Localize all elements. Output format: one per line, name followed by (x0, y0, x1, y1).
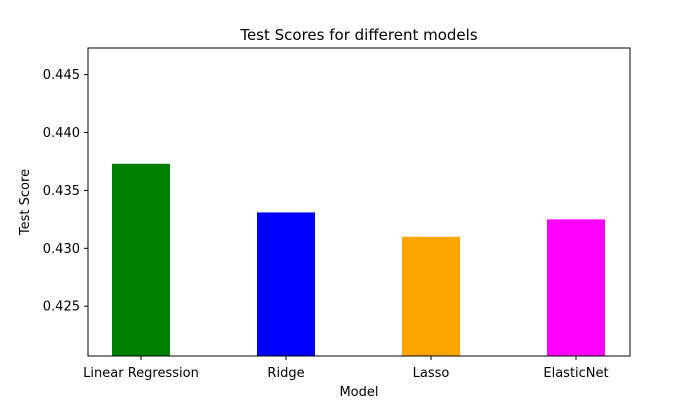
bar-elasticnet (547, 219, 605, 356)
y-axis-ticks: 0.425 0.430 0.435 0.440 0.445 (43, 68, 88, 315)
x-tick-label: Ridge (267, 366, 304, 381)
bar-ridge (257, 212, 315, 356)
x-tick-label: ElasticNet (543, 366, 608, 381)
y-tick-label: 0.445 (43, 68, 80, 83)
y-axis-label: Test Score (18, 169, 33, 236)
y-tick-label: 0.440 (43, 126, 80, 141)
bar-lasso (402, 236, 460, 356)
x-axis-ticks: Linear Regression Ridge Lasso ElasticNet (83, 356, 609, 381)
y-tick-label: 0.435 (43, 184, 80, 199)
plot-frame (87, 47, 631, 357)
bar-linear-regression (112, 163, 170, 356)
x-tick-label: Linear Regression (83, 366, 199, 381)
x-tick-label: Lasso (413, 366, 450, 381)
bars-group (112, 163, 605, 356)
chart-title: Test Scores for different models (239, 26, 477, 44)
y-tick-label: 0.430 (43, 242, 80, 257)
y-tick-label: 0.425 (43, 300, 80, 315)
x-axis-label: Model (339, 385, 378, 400)
